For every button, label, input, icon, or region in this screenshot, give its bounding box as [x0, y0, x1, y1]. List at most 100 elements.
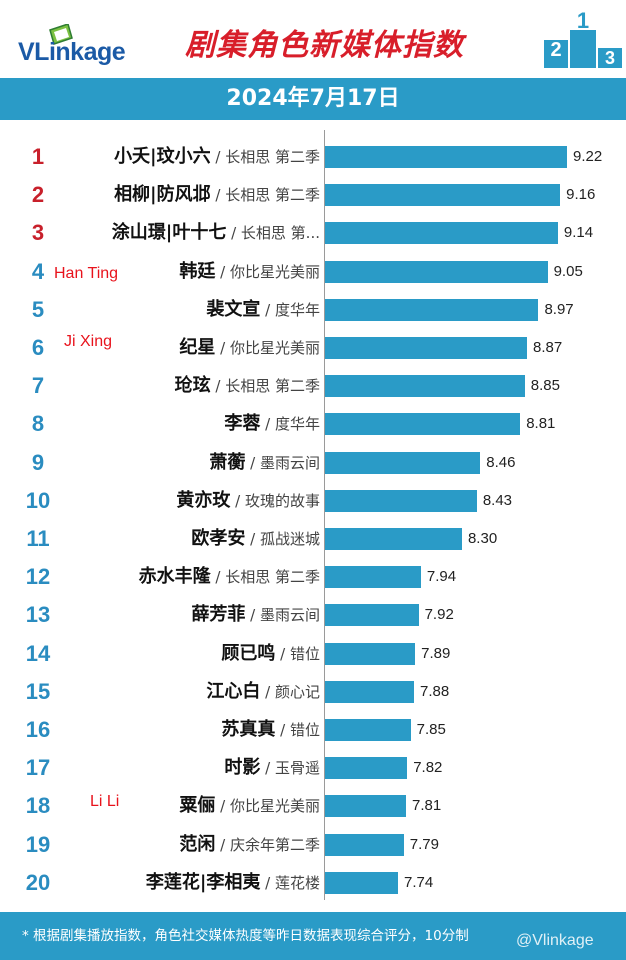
score-bar	[325, 260, 548, 283]
chart-row: 4 韩廷 / 你比星光美丽 9.05 Han Ting	[0, 253, 626, 291]
row-label: 粟俪 / 你比星光美丽	[179, 787, 320, 825]
rank-number: 17	[25, 755, 51, 781]
chart-row: 19 范闲 / 庆余年第二季 7.79	[0, 826, 626, 864]
character-name: 相柳|防风邶	[114, 184, 211, 206]
chart-row: 2 相柳|防风邶 / 长相思 第二季 9.16	[0, 176, 626, 214]
drama-title: / 庆余年第二季	[215, 835, 320, 854]
chart-row: 7 玱玹 / 长相思 第二季 8.85	[0, 367, 626, 405]
character-name: 粟俪	[179, 795, 216, 817]
drama-title: / 度华年	[260, 415, 320, 434]
score-value: 7.81	[412, 797, 442, 815]
drama-title: / 玫瑰的故事	[230, 491, 320, 510]
rank-number: 18	[25, 793, 51, 819]
rank-number: 15	[25, 678, 51, 704]
chart-row: 16 苏真真 / 错位 7.85	[0, 711, 626, 749]
rank-number: 4	[31, 258, 45, 284]
rank-number: 20	[25, 869, 51, 895]
tv-screen-icon	[49, 24, 73, 45]
character-name: 纪星	[179, 337, 216, 358]
chart-row: 12 赤水丰隆 / 长相思 第二季 7.94	[0, 558, 626, 596]
logo-text: VLinkage	[18, 38, 126, 66]
english-name-annotation: Ji Xing	[64, 333, 113, 350]
drama-title: / 长相思 第二季	[210, 186, 320, 205]
score-bar	[325, 719, 411, 741]
podium-digit-3: 3	[605, 48, 615, 68]
page-title: 剧集角色新媒体指数	[185, 28, 464, 63]
chart-row: 11 欧孝安 / 孤战迷城 8.30	[0, 520, 626, 558]
row-label: 李莲花|李相夷 / 莲花楼	[146, 864, 320, 902]
english-name-annotation: Han Ting	[54, 264, 119, 282]
footer: * 根据剧集播放指数，角色社交媒体热度等昨日数据表现综合评分，10分制	[0, 912, 626, 960]
character-name: 薛芳菲	[191, 604, 246, 626]
podium-digit-1: 1	[577, 8, 589, 33]
date-banner: 2024年7月17日	[0, 78, 626, 120]
drama-title: / 长相思 第二季	[210, 148, 320, 166]
drama-title: / 孤战迷城	[245, 530, 320, 548]
character-name: 欧孝安	[191, 528, 246, 549]
score-value: 8.81	[526, 415, 556, 433]
drama-title: / 错位	[275, 644, 320, 663]
row-label: 玱玹 / 长相思 第二季	[175, 367, 320, 405]
drama-title: / 长相思 第二季	[210, 377, 320, 396]
score-bar	[325, 413, 521, 436]
score-value: 7.92	[424, 606, 454, 624]
english-name-annotation: Li Li	[90, 793, 120, 811]
row-label: 苏真真 / 错位	[221, 711, 320, 749]
score-value: 9.16	[566, 186, 596, 204]
row-label: 薛芳菲 / 墨雨云间	[191, 596, 320, 634]
chart-row: 5 裴文宣 / 度华年 8.97	[0, 291, 626, 329]
score-bar	[325, 375, 525, 398]
chart-row: 1 小夭|玟小六 / 长相思 第二季 9.22	[0, 138, 626, 176]
character-name: 韩廷	[179, 260, 216, 282]
drama-title: / 墨雨云间	[245, 606, 320, 625]
score-bar	[325, 528, 462, 550]
score-bar	[325, 680, 415, 703]
watermark: @Vlinkage	[516, 932, 594, 949]
score-value: 8.85	[530, 377, 560, 395]
score-bar	[325, 489, 477, 512]
rank-number: 8	[31, 411, 45, 437]
score-bar	[325, 871, 399, 894]
row-label: 小夭|玟小六 / 长相思 第二季	[114, 138, 320, 176]
score-bar	[325, 298, 539, 321]
drama-title: / 长相思 第...	[226, 224, 320, 243]
podium-digit-2: 2	[550, 39, 561, 61]
chart-row: 18 粟俪 / 你比星光美丽 7.81 Li Li	[0, 787, 626, 825]
chart-row: 20 李莲花|李相夷 / 莲花楼 7.74	[0, 864, 626, 902]
score-value: 7.88	[420, 682, 450, 700]
score-value: 8.43	[482, 491, 513, 509]
row-label: 时影 / 玉骨遥	[224, 749, 320, 787]
character-name: 李蓉	[224, 413, 261, 435]
row-label: 裴文宣 / 度华年	[206, 291, 320, 329]
rank-number: 7	[31, 373, 45, 399]
character-name: 萧蘅	[209, 451, 246, 473]
score-value: 7.79	[409, 835, 439, 853]
rank-number: 13	[25, 602, 51, 628]
score-value: 8.46	[486, 453, 516, 471]
score-bar	[325, 566, 421, 589]
character-name: 黄亦玫	[176, 489, 231, 511]
rank-number: 10	[25, 487, 51, 513]
row-label: 李蓉 / 度华年	[224, 405, 320, 443]
podium-icon: 2 1 3	[544, 8, 622, 68]
drama-title: / 玉骨遥	[260, 759, 320, 778]
score-value: 9.14	[563, 224, 594, 242]
score-value: 8.97	[544, 300, 574, 318]
rank-number: 9	[31, 449, 45, 475]
rank-number: 14	[25, 640, 51, 666]
score-bar	[325, 451, 481, 474]
score-value: 8.30	[467, 530, 498, 547]
row-label: 涂山璟|叶十七 / 长相思 第...	[112, 214, 320, 252]
character-name: 李莲花|李相夷	[145, 871, 261, 893]
chart-row: 3 涂山璟|叶十七 / 长相思 第... 9.14	[0, 214, 626, 252]
drama-title: / 墨雨云间	[245, 453, 320, 472]
rank-number: 16	[25, 717, 51, 742]
drama-title: / 度华年	[260, 300, 320, 319]
score-bar	[325, 337, 528, 359]
drama-title: / 莲花楼	[260, 873, 320, 892]
chart-row: 10 黄亦玫 / 玫瑰的故事 8.43	[0, 482, 626, 520]
score-bar	[325, 795, 407, 818]
chart-row: 14 顾已鸣 / 错位 7.89	[0, 635, 626, 673]
score-bar	[325, 833, 404, 856]
character-name: 裴文宣	[206, 298, 261, 320]
